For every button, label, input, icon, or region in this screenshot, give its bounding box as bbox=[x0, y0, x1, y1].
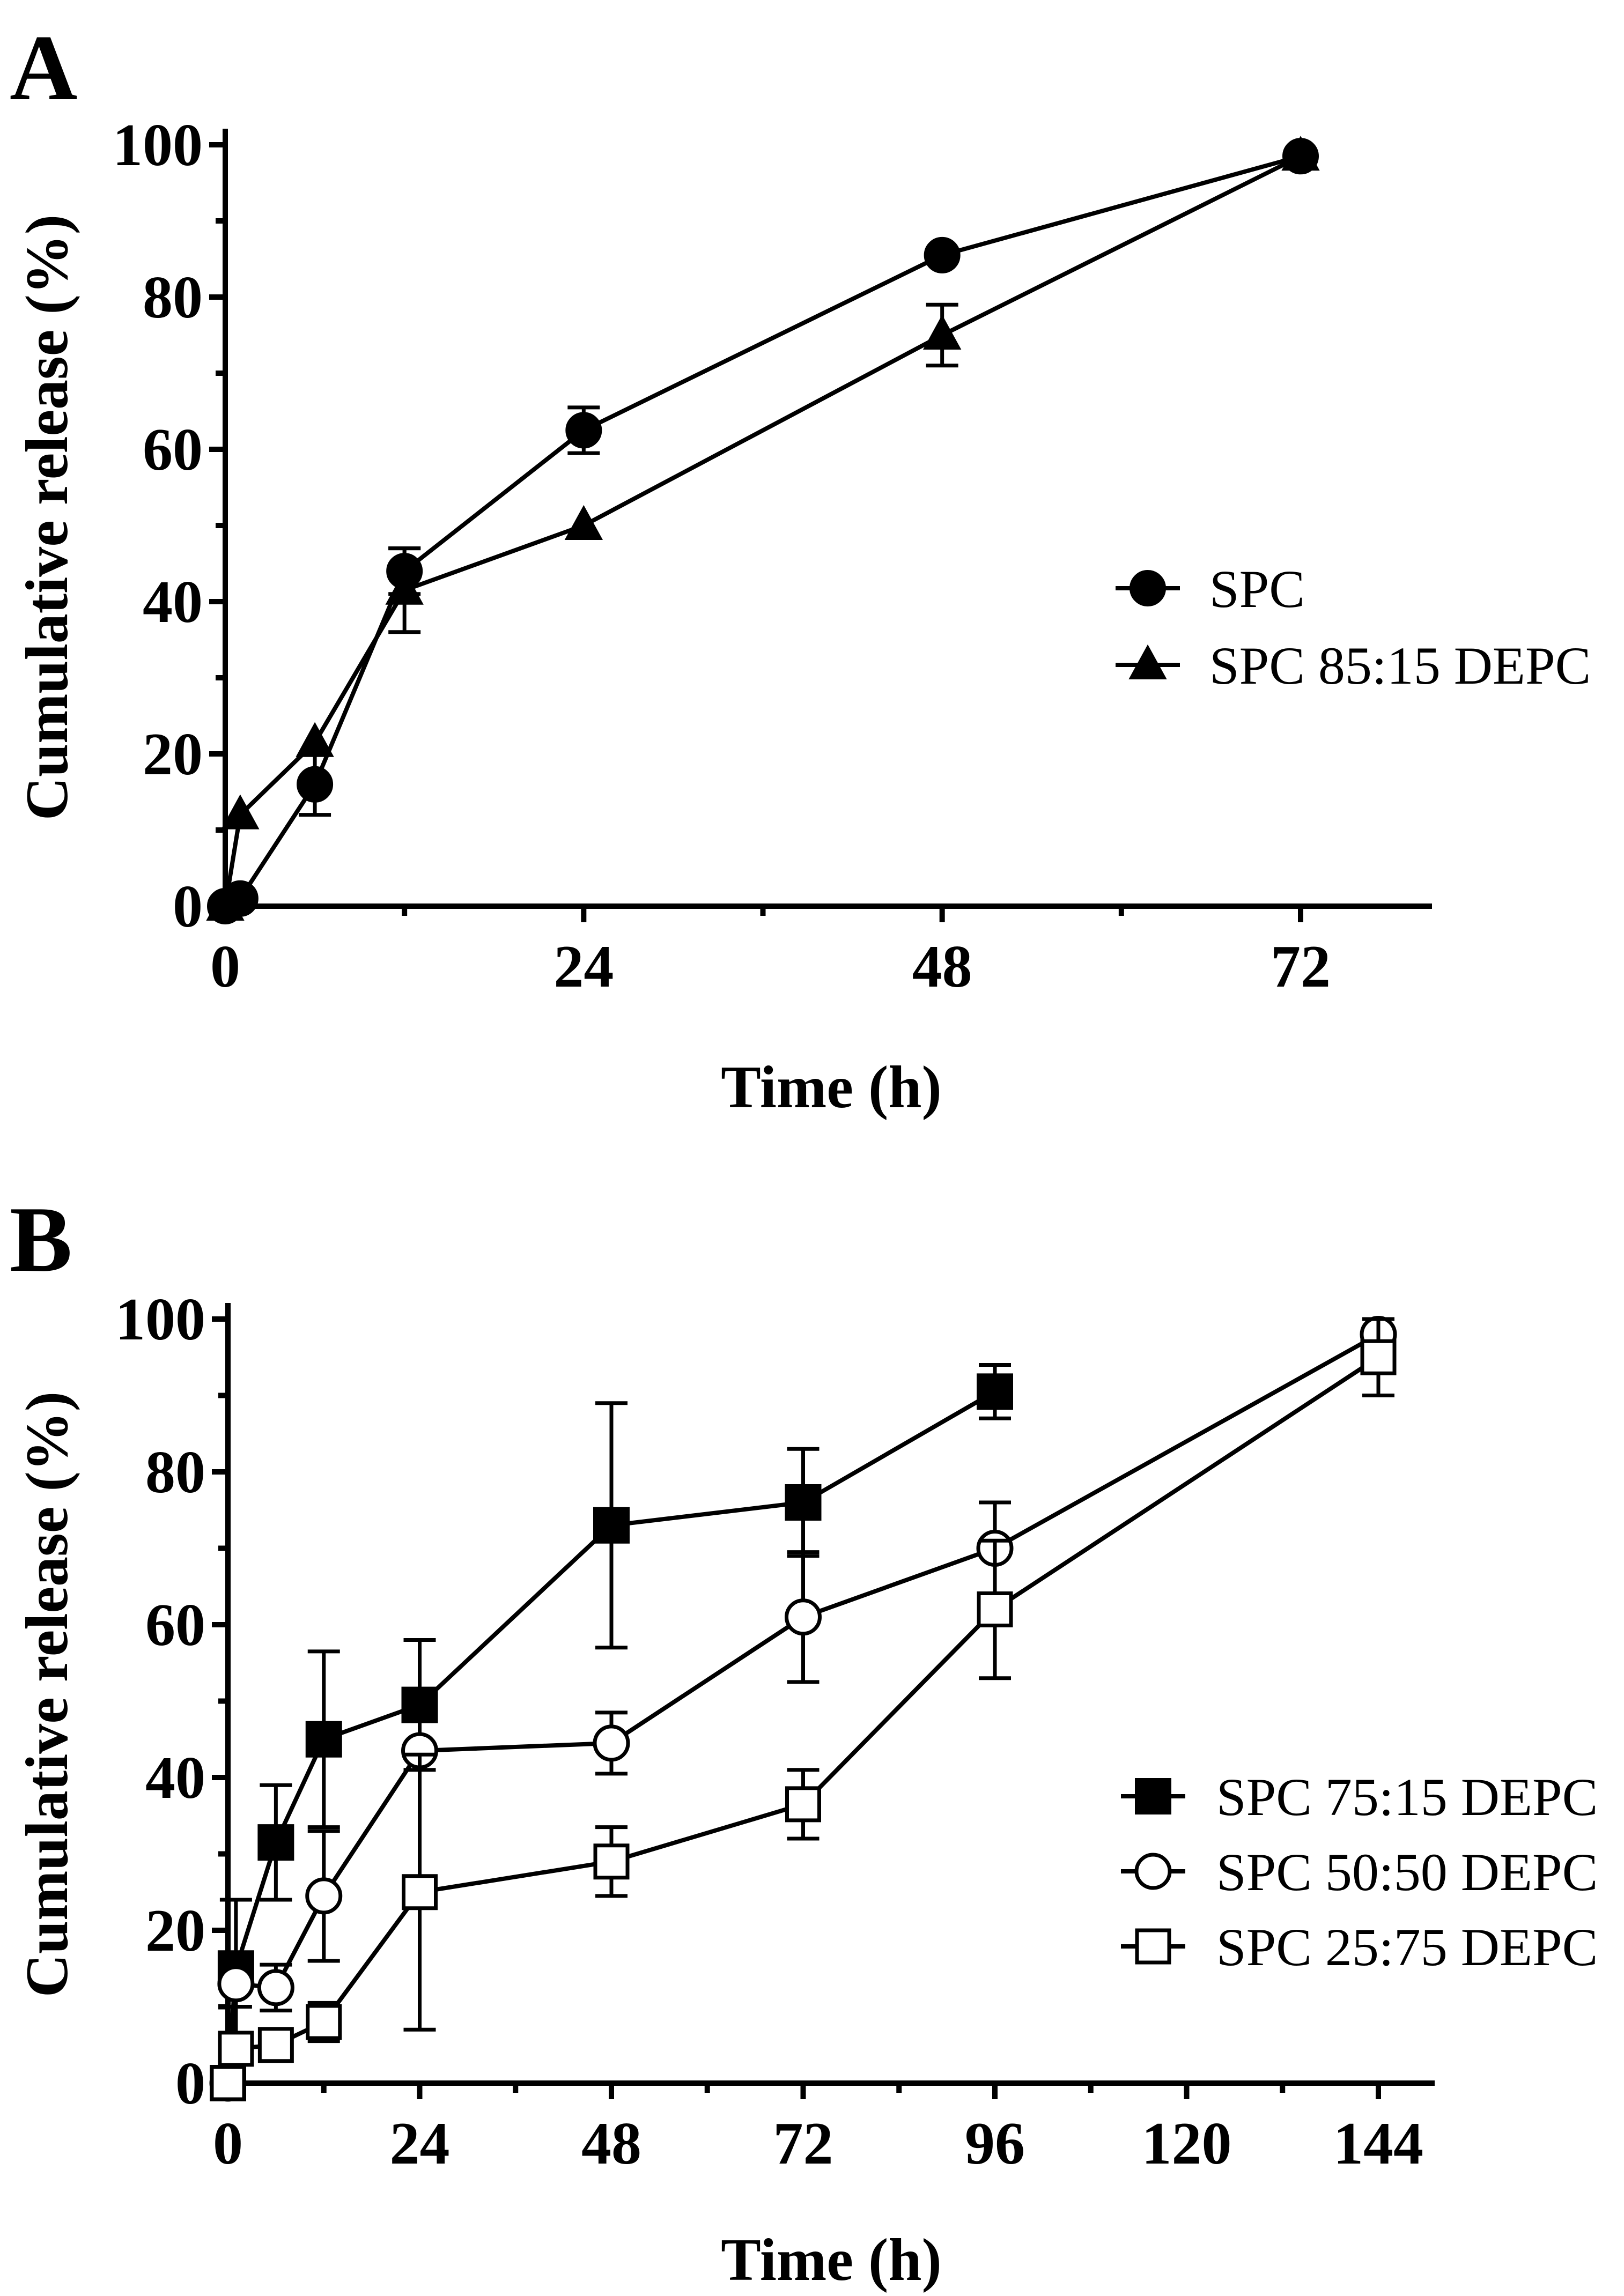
data-point bbox=[305, 1877, 343, 1915]
legend-marker-shape bbox=[1135, 1778, 1171, 1814]
data-point bbox=[593, 1507, 630, 1544]
y-tick-label: 80 bbox=[145, 1439, 205, 1506]
legend-marker bbox=[1135, 1928, 1171, 1965]
series-line bbox=[224, 154, 1302, 908]
y-tick-label: 60 bbox=[145, 1592, 205, 1658]
data-point bbox=[257, 2027, 294, 2063]
data-point bbox=[977, 1591, 1013, 1627]
panel-b-x-axis-title: Time (h) bbox=[721, 2227, 942, 2293]
panel-b-label: B bbox=[10, 1187, 72, 1291]
legend-marker-shape bbox=[1130, 570, 1166, 606]
y-tick-label: 100 bbox=[113, 112, 203, 179]
data-point bbox=[977, 1373, 1013, 1410]
panel-b-legend: SPC 75:15 DEPC SPC 50:50 DEPC SPC 25:75 … bbox=[1121, 1767, 1598, 1977]
panel-b-series bbox=[209, 1316, 1397, 2102]
legend-item-spc-85-15-depc: SPC 85:15 DEPC bbox=[1116, 636, 1591, 695]
data-point bbox=[565, 412, 602, 449]
data-point bbox=[1281, 136, 1320, 171]
data-point bbox=[593, 1724, 630, 1762]
legend-marker bbox=[1134, 1853, 1172, 1890]
series-spc-50-50-depc bbox=[209, 1316, 1397, 2102]
legend-marker-shape bbox=[1134, 1853, 1172, 1890]
legend-label-spc: SPC bbox=[1209, 559, 1305, 619]
x-tick-label: 96 bbox=[965, 2110, 1025, 2177]
data-point bbox=[257, 1824, 294, 1861]
x-tick-label: 48 bbox=[912, 934, 972, 1000]
panel-a-y-ticks: 0 20 40 60 80 100 bbox=[113, 112, 225, 940]
series-spc-75-15-depc bbox=[210, 1363, 1013, 2101]
legend-marker-shape bbox=[1135, 1928, 1171, 1965]
panel-a-x-axis-title: Time (h) bbox=[721, 1054, 942, 1121]
data-point bbox=[221, 794, 260, 829]
x-tick-label: 120 bbox=[1142, 2110, 1232, 2177]
data-point bbox=[1360, 1339, 1397, 1375]
y-tick-label: 80 bbox=[143, 264, 203, 331]
legend-marker bbox=[1128, 644, 1167, 679]
legend-item-spc-75-15-depc: SPC 75:15 DEPC bbox=[1121, 1767, 1598, 1827]
data-point bbox=[402, 1874, 438, 1910]
y-tick-label: 20 bbox=[143, 721, 203, 788]
y-tick-label: 40 bbox=[143, 569, 203, 635]
legend-item-spc-50-50-depc: SPC 50:50 DEPC bbox=[1121, 1842, 1598, 1902]
legend-marker bbox=[1130, 570, 1166, 606]
panel-b-y-ticks: 0 20 40 60 80 100 bbox=[115, 1286, 228, 2117]
x-tick-label: 72 bbox=[1271, 934, 1331, 1000]
series-spc-25-75-depc bbox=[210, 1317, 1397, 2101]
series-line bbox=[223, 154, 1302, 907]
y-tick-label: 60 bbox=[143, 417, 203, 483]
data-point bbox=[785, 1786, 821, 1823]
data-point bbox=[296, 722, 334, 757]
data-point bbox=[306, 2004, 342, 2040]
data-point bbox=[210, 2065, 246, 2101]
data-point bbox=[257, 1969, 294, 2006]
series-line bbox=[226, 1332, 1379, 2084]
data-point bbox=[217, 1965, 255, 2003]
panel-a-x-ticks: 0 24 48 72 bbox=[210, 906, 1331, 1000]
x-tick-label: 24 bbox=[390, 2110, 450, 2177]
legend-label-spc-50-50-depc: SPC 50:50 DEPC bbox=[1216, 1842, 1598, 1902]
series-spc bbox=[207, 138, 1319, 924]
x-tick-label: 144 bbox=[1333, 2110, 1423, 2177]
data-point bbox=[401, 1686, 438, 1723]
legend-label-spc-85-15-depc: SPC 85:15 DEPC bbox=[1209, 636, 1591, 695]
y-tick-label: 20 bbox=[145, 1898, 205, 1964]
panel-a-label: A bbox=[10, 16, 77, 120]
y-tick-label: 40 bbox=[145, 1745, 205, 1811]
data-point bbox=[297, 766, 334, 803]
data-point bbox=[385, 569, 424, 605]
legend-marker-shape bbox=[1128, 644, 1167, 679]
x-tick-label: 0 bbox=[210, 934, 240, 1000]
x-tick-label: 48 bbox=[581, 2110, 641, 2177]
legend-item-spc: SPC bbox=[1116, 559, 1305, 619]
panel-b-y-axis-title: Cumulative release (%) bbox=[14, 1391, 80, 1997]
data-point bbox=[218, 2031, 254, 2067]
panel-b-x-ticks: 0 24 48 72 96 120 144 bbox=[213, 2083, 1423, 2177]
legend-label-spc-75-15-depc: SPC 75:15 DEPC bbox=[1216, 1767, 1598, 1827]
data-point bbox=[922, 314, 962, 350]
data-point bbox=[564, 505, 603, 540]
legend-label-spc-25-75-depc: SPC 25:75 DEPC bbox=[1216, 1917, 1598, 1977]
legend-marker bbox=[1135, 1778, 1171, 1814]
x-tick-label: 72 bbox=[773, 2110, 833, 2177]
y-tick-label: 0 bbox=[175, 2050, 205, 2117]
data-point bbox=[785, 1598, 822, 1636]
panel-a-series bbox=[206, 136, 1320, 924]
panel-a-legend: SPC SPC 85:15 DEPC bbox=[1116, 559, 1591, 695]
y-tick-label: 0 bbox=[173, 873, 203, 940]
series-spc-85-15-depc bbox=[206, 136, 1320, 921]
panel-a-y-axis-title: Cumulative release (%) bbox=[14, 214, 80, 820]
y-tick-label: 100 bbox=[115, 1286, 205, 1353]
data-point bbox=[924, 236, 961, 273]
data-point bbox=[206, 885, 245, 921]
data-point bbox=[593, 1843, 630, 1880]
x-tick-label: 24 bbox=[553, 934, 614, 1000]
x-tick-label: 0 bbox=[213, 2110, 243, 2177]
series-line bbox=[226, 1389, 996, 2084]
panel-a: A 0 20 40 60 80 100 0 24 48 72 Time (h) Cumulati… bbox=[10, 16, 1591, 1121]
data-point bbox=[785, 1484, 822, 1521]
legend-item-spc-25-75-depc: SPC 25:75 DEPC bbox=[1121, 1917, 1598, 1977]
data-point bbox=[305, 1721, 342, 1758]
